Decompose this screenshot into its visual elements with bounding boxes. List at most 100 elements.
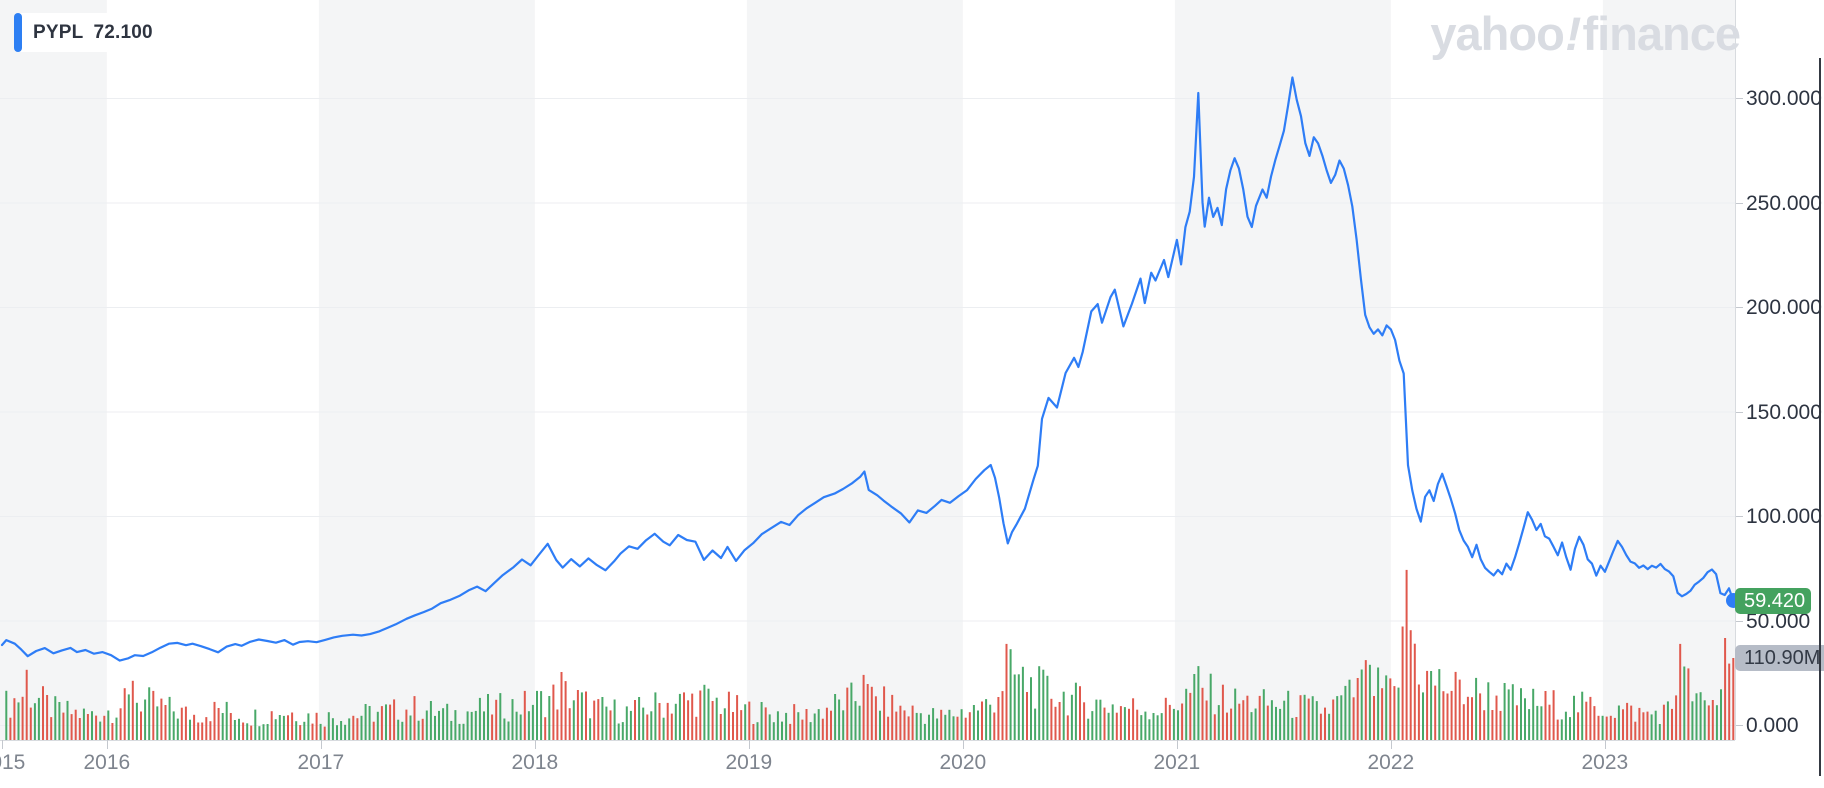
volume-bar xyxy=(66,700,69,740)
volume-bar xyxy=(507,721,510,740)
volume-bar xyxy=(625,706,628,740)
volume-bar xyxy=(793,704,796,740)
volume-bar xyxy=(654,692,657,740)
volume-bar xyxy=(1385,675,1388,740)
volume-bar xyxy=(1466,696,1469,740)
price-axis-tick xyxy=(1736,516,1743,517)
volume-bar xyxy=(156,706,159,740)
volume-bar xyxy=(531,704,534,740)
price-chart-plot-area[interactable] xyxy=(0,0,1735,740)
volume-bar xyxy=(891,694,894,740)
ticker-color-pill xyxy=(14,13,22,52)
time-axis-label-2023: 2023 xyxy=(1581,751,1629,774)
volume-bar xyxy=(1462,704,1465,740)
volume-bar xyxy=(152,690,155,740)
volume-bar xyxy=(1205,700,1208,740)
volume-bar xyxy=(33,703,36,740)
volume-bar xyxy=(54,696,57,740)
volume-bar xyxy=(1638,707,1641,740)
volume-bar xyxy=(58,702,61,740)
volume-bar xyxy=(189,719,191,740)
volume-bar xyxy=(715,697,718,740)
volume-bar xyxy=(1495,695,1498,740)
window-edge-line xyxy=(1819,58,1821,776)
ticker-price: 72.100 xyxy=(93,21,153,43)
volume-bar xyxy=(821,718,824,740)
volume-bar xyxy=(858,705,861,740)
volume-bar xyxy=(768,714,771,740)
plot-bottom-border xyxy=(0,740,1735,741)
volume-bar xyxy=(1021,666,1024,740)
volume-bar xyxy=(678,693,681,740)
volume-bar xyxy=(499,693,502,740)
volume-bar xyxy=(262,724,265,740)
volume-bar xyxy=(380,706,383,740)
volume-bar xyxy=(601,697,604,740)
volume-bar xyxy=(1246,695,1249,740)
volume-bar xyxy=(1042,669,1045,740)
volume-bar xyxy=(405,709,408,740)
volume-bar xyxy=(1699,692,1702,740)
volume-bar xyxy=(1434,685,1437,740)
volume-bar xyxy=(1058,702,1061,740)
volume-bar xyxy=(540,691,543,740)
volume-bar xyxy=(1728,663,1731,740)
volume-bar xyxy=(1197,666,1200,740)
volume-bar xyxy=(1556,719,1559,740)
volume-bar xyxy=(91,711,93,740)
volume-bar xyxy=(274,719,277,740)
time-axis-tick xyxy=(1390,740,1392,749)
volume-bar xyxy=(1532,688,1535,740)
volume-bar xyxy=(1585,701,1588,740)
time-axis-label-2019: 2019 xyxy=(725,751,773,774)
volume-bar xyxy=(364,704,367,740)
volume-bar xyxy=(62,712,65,740)
volume-bar xyxy=(1185,688,1188,740)
volume-bar xyxy=(1426,670,1429,740)
volume-bar xyxy=(809,722,812,740)
volume-bar xyxy=(1328,713,1331,740)
volume-bar xyxy=(1344,685,1347,740)
volume-bar xyxy=(752,724,755,740)
price-volume-chart[interactable] xyxy=(0,0,1735,740)
volume-bar xyxy=(907,716,910,740)
volume-bar xyxy=(385,704,387,740)
volume-bar xyxy=(862,674,865,740)
volume-bar xyxy=(1136,709,1139,740)
volume-bar xyxy=(348,718,351,740)
volume-bar xyxy=(201,722,204,740)
time-axis-label-2017: 2017 xyxy=(297,751,345,774)
volume-bar xyxy=(1148,719,1151,740)
volume-bar xyxy=(1332,699,1335,740)
volume-bar xyxy=(772,722,775,740)
volume-bar xyxy=(184,706,187,740)
volume-bar xyxy=(756,722,759,740)
volume-bar xyxy=(5,690,8,740)
volume-bar xyxy=(462,723,465,740)
volume-bar xyxy=(646,714,649,740)
volume-bar xyxy=(964,717,967,740)
volume-bar xyxy=(1397,687,1400,740)
volume-bar xyxy=(409,715,412,740)
volume-bar xyxy=(1675,695,1678,740)
volume-bar xyxy=(732,712,734,740)
volume-bar xyxy=(1724,638,1727,740)
volume-bar xyxy=(854,701,857,740)
volume-bar xyxy=(911,705,914,740)
volume-bar xyxy=(548,696,551,740)
volume-bar xyxy=(1454,671,1457,740)
volume-bar xyxy=(389,704,392,740)
volume-bar xyxy=(1307,698,1310,740)
volume-bar xyxy=(1070,694,1073,740)
price-axis-tick xyxy=(1736,307,1743,308)
time-axis-label-2022: 2022 xyxy=(1367,751,1415,774)
volume-bar xyxy=(446,703,449,740)
volume-bar xyxy=(307,713,310,740)
volume-bar xyxy=(1005,643,1008,740)
volume-bar xyxy=(895,711,898,740)
volume-bar xyxy=(86,714,89,740)
volume-bar xyxy=(1230,708,1233,740)
volume-bar xyxy=(1471,697,1473,740)
background-year-stripe xyxy=(1602,0,1735,740)
volume-bar xyxy=(368,706,371,740)
